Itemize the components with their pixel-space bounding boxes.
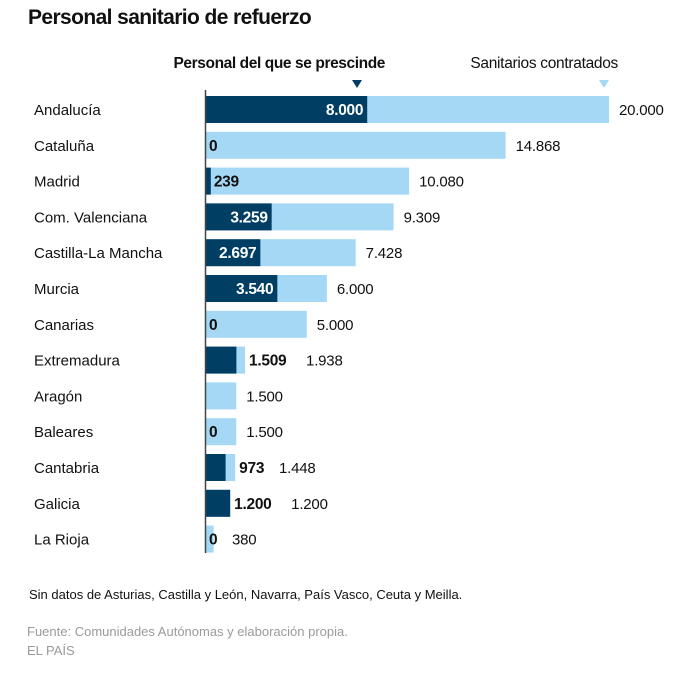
category-label: Com. Valenciana [34,209,148,226]
value-label-dismissed: 0 [209,424,217,441]
footnote: Sin datos de Asturias, Castilla y León, … [29,587,463,602]
bar-hired [206,167,410,195]
bar-row: Extremadura 1.509 1.938 [34,346,343,374]
value-label-hired: 1.938 [306,353,343,370]
bar-row: Castilla-La Mancha 2.697 7.428 [34,239,403,267]
bar-hired [206,382,237,410]
value-label-dismissed: 239 [214,174,240,191]
value-label-hired: 14.868 [516,138,561,155]
value-label-dismissed: 2.697 [219,245,256,262]
bar-dismissed [206,275,278,302]
bar-dismissed [206,167,211,195]
bar-hired [206,525,214,553]
bar-row: La Rioja 0 380 [34,525,257,553]
bar-row: Madrid 239 10.080 [34,167,464,195]
bar-hired [206,131,506,159]
value-label-hired: 5.000 [317,317,354,334]
category-label: La Rioja [34,532,90,549]
bar-row: Murcia 3.540 6.000 [34,275,374,302]
source-credit: Fuente: Comunidades Autónomas y elaborac… [27,624,348,639]
value-label-dismissed: 8.000 [326,102,363,119]
bar-row: Canarias 0 5.000 [34,310,354,338]
value-label-hired: 1.500 [246,388,283,405]
legend-marker-dismissed [352,80,362,88]
bar-chart: Personal del que se prescinde Sanitarios… [34,55,664,553]
bar-dismissed [206,203,272,231]
value-label-dismissed: 0 [209,317,217,334]
category-label: Baleares [34,424,93,441]
value-label-dismissed: 0 [209,138,217,155]
bar-row: Galicia 1.200 1.200 [34,489,328,517]
value-label-hired: 1.448 [279,460,316,477]
value-label-dismissed: 0 [209,532,217,549]
category-label: Galicia [34,496,81,513]
category-label: Canarias [34,317,94,334]
bar-row: Andalucía 8.000 20.000 [34,96,664,123]
bar-row: Cantabria 973 1.448 [34,454,316,481]
value-label-hired: 6.000 [337,281,374,298]
value-label-dismissed: 1.200 [234,496,271,513]
category-label: Cataluña [34,138,95,155]
legend: Personal del que se prescinde Sanitarios… [173,55,619,88]
value-label-hired: 7.428 [366,245,403,262]
category-label: Extremadura [34,353,121,370]
category-label: Madrid [34,174,80,191]
value-label-hired: 20.000 [619,102,664,119]
bar-row: Baleares 0 1.500 [34,418,283,446]
category-label: Andalucía [34,102,101,119]
value-label-dismissed: 1.509 [249,353,287,370]
chart-title: Personal sanitario de refuerzo [28,6,312,29]
value-label-hired: 380 [232,532,256,549]
bar-dismissed [206,346,237,374]
value-label-hired: 1.500 [246,424,283,441]
legend-marker-hired [599,80,609,88]
category-label: Murcia [34,281,80,298]
category-label: Aragón [34,388,82,405]
value-label-dismissed: 3.259 [230,209,268,226]
bar-hired [206,310,307,338]
bar-hired [206,418,237,446]
category-label: Cantabria [34,460,100,477]
legend-label-dismissed: Personal del que se prescinde [173,55,385,72]
value-label-dismissed: 3.540 [236,281,273,298]
value-label-hired: 10.080 [419,174,464,191]
legend-label-hired: Sanitarios contratados [470,55,618,72]
bar-dismissed [206,96,368,123]
category-label: Castilla-La Mancha [34,245,163,262]
bar-dismissed [206,489,231,517]
bar-dismissed [206,239,261,267]
value-label-dismissed: 973 [239,460,265,477]
value-label-hired: 1.200 [291,496,328,513]
publisher-brand: EL PAÍS [27,643,75,658]
bar-row: Aragón 1.500 [34,382,283,410]
bar-row: Cataluña 0 14.868 [34,131,561,159]
bar-dismissed [206,454,226,481]
bar-row: Com. Valenciana 3.259 9.309 [34,203,441,231]
value-label-hired: 9.309 [404,209,441,226]
